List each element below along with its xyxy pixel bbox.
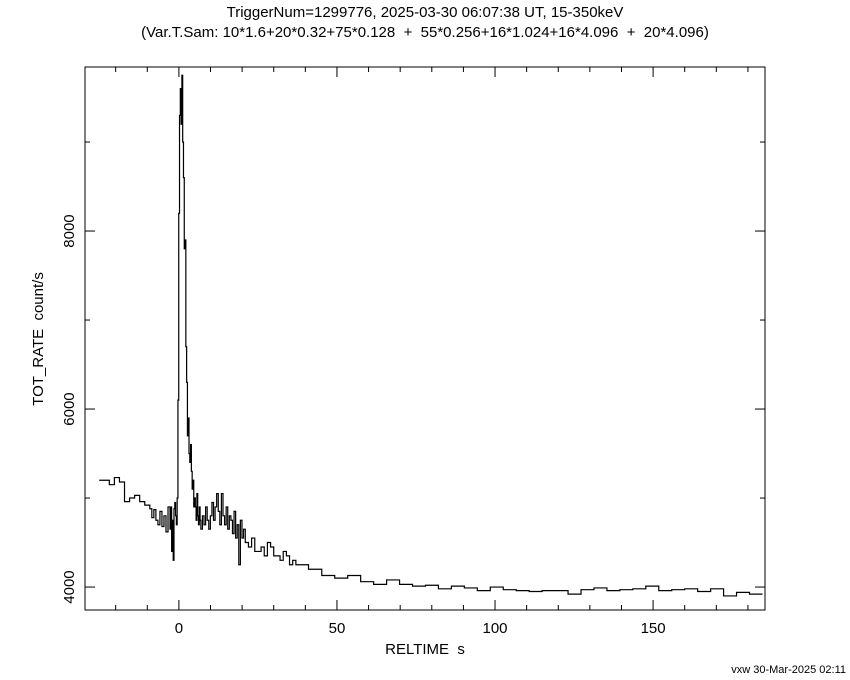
footer: vxw 30-Mar-2025 02:11 [731, 664, 846, 676]
chart-subtitle: (Var.T.Sam: 10*1.6+20*0.32+75*0.128 + 55… [141, 24, 709, 41]
x-tick-label: 100 [483, 620, 508, 637]
light-curve [99, 74, 763, 597]
x-tick-label: 50 [329, 620, 346, 637]
y-tick-label: 4000 [61, 570, 78, 603]
plot-frame [84, 66, 766, 611]
y-tick-label: 8000 [61, 214, 78, 247]
chart-title: TriggerNum=1299776, 2025-03-30 06:07:38 … [227, 4, 624, 21]
x-axis-label: RELTIME s [385, 641, 465, 658]
y-tick-label: 6000 [61, 392, 78, 425]
axes [85, 67, 765, 610]
x-tick-label: 150 [641, 620, 666, 637]
y-axis-label: TOT_RATE count/s [30, 272, 47, 406]
x-tick-label: 0 [175, 620, 183, 637]
